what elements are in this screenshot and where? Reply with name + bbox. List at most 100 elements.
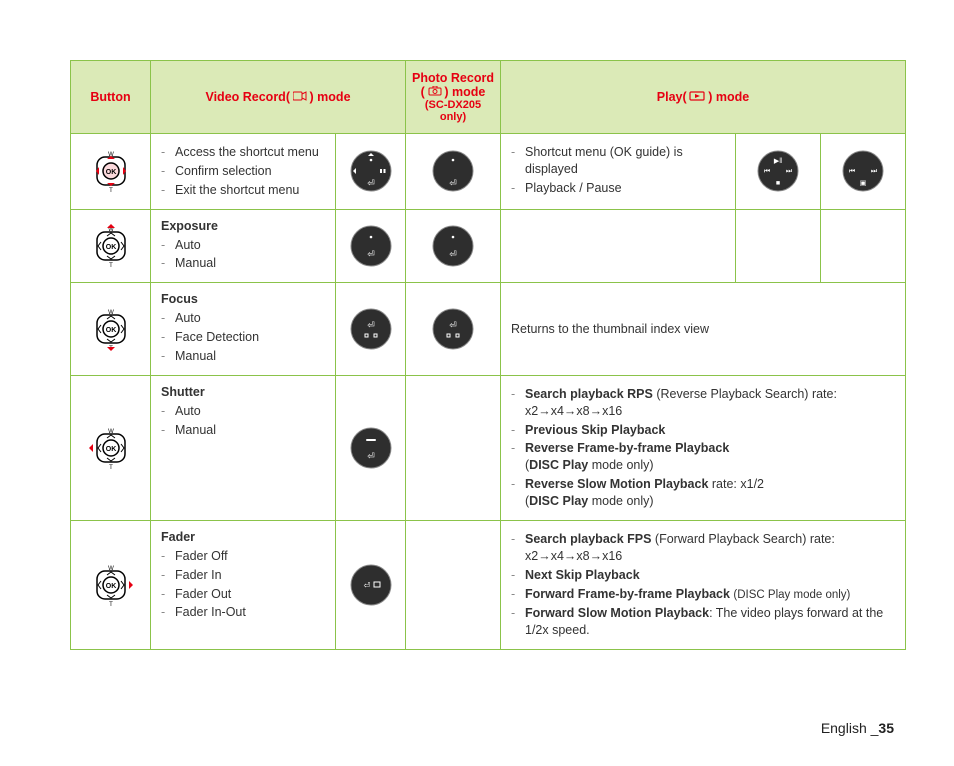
page-number: 35 [878,720,894,736]
list-item: Search playback FPS (Forward Playback Se… [511,531,895,565]
svg-text:⏎: ⏎ [367,451,375,461]
svg-text:W: W [108,566,114,572]
list-item: Fader Off [161,548,325,565]
row1-play-disc-a: ⏮ ⏭ ▶‖ ■ [736,134,821,210]
svg-text:⏎: ⏎ [449,320,457,330]
svg-text:⏎: ⏎ [449,249,457,259]
ok-button-all: W T OK [71,134,151,210]
ok-button-left: W T OK [71,375,151,520]
list-item: Exit the shortcut menu [161,182,325,199]
svg-text:⏎: ⏎ [367,320,375,330]
row3-play-text: Returns to the thumbnail index view [501,283,906,376]
row1-play-disc-b: ⏮ ⏭ ▣ [821,134,906,210]
list-item: Fader In [161,567,325,584]
row4-play-desc: Search playback RPS (Reverse Playback Se… [501,375,906,520]
list-item: Manual [161,255,325,272]
svg-text:⏭: ⏭ [786,168,793,175]
row3-photo-disc: ⏎ [406,283,501,376]
svg-text:■: ■ [776,180,780,187]
row-title: Shutter [161,385,205,399]
row4-photo-empty [406,375,501,520]
svg-text:▣: ▣ [860,180,867,187]
list-item: Confirm selection [161,163,325,180]
list-item: Access the shortcut menu [161,144,325,161]
list-item: Auto [161,310,325,327]
list-item: Face Detection [161,329,325,346]
svg-text:T: T [109,188,113,194]
row2-photo-disc: ⏎ [406,209,501,283]
row-title: Focus [161,292,198,306]
list-item: Auto [161,403,325,420]
list-item: Previous Skip Playback [511,422,895,439]
row3-desc: Focus Auto Face Detection Manual [151,283,336,376]
list-item: Search playback RPS (Reverse Playback Se… [511,386,895,420]
button-mode-table: Button Video Record( ) mode Photo Record… [70,60,906,650]
svg-text:⏎: ⏎ [363,581,370,590]
svg-text:⏮: ⏮ [849,168,855,175]
table-row: W T OK Shutter Auto Manual ⏎ [71,375,906,520]
row2-play-disc-a [736,209,821,283]
header-play-mode: Play( ) mode [501,61,906,134]
row-title: Fader [161,530,195,544]
table-row: WT OK Focus Auto Face Detection Manual ⏎ [71,283,906,376]
row5-video-disc: ⏎ [336,520,406,649]
header-photo-mode: Photo Record ( ) mode (SC-DX205 only) [406,61,501,134]
row1-play-desc: Shortcut menu (OK guide) is displayed Pl… [501,134,736,210]
svg-text:T: T [109,263,113,269]
video-camera-icon [290,93,310,104]
svg-text:OK: OK [105,583,116,590]
list-item: Playback / Pause [511,180,725,197]
table-row: W T OK Access the shortcut menu Con [71,134,906,210]
ok-button-right: WT OK [71,520,151,649]
header-video-mode: Video Record( ) mode [151,61,406,134]
svg-text:T: T [109,465,113,471]
list-item: Forward Slow Motion Playback: The video … [511,605,895,639]
row1-photo-disc: ⏎ [406,134,501,210]
table-header-row: Button Video Record( ) mode Photo Record… [71,61,906,134]
row2-play-disc-b [821,209,906,283]
page-footer: English _35 [821,720,894,736]
ok-button-down: WT OK [71,283,151,376]
svg-text:⏎: ⏎ [449,178,457,188]
table-row: WT OK Exposure AutoManual ⏎ ⏎ [71,209,906,283]
row4-video-disc: ⏎ [336,375,406,520]
camera-icon [425,88,445,99]
row-title: Exposure [161,219,218,233]
row2-video-disc: ⏎ [336,209,406,283]
list-item: Reverse Frame-by-frame Playback(DISC Pla… [511,440,895,474]
svg-text:⏮: ⏮ [764,168,770,175]
list-item: Forward Frame-by-frame Playback (DISC Pl… [511,586,895,604]
footer-language: English [821,720,871,736]
list-item: Next Skip Playback [511,567,895,584]
list-item: Manual [161,348,325,365]
list-item: Manual [161,422,325,439]
row3-video-disc: ⏎ [336,283,406,376]
svg-text:OK: OK [105,327,116,334]
header-button: Button [71,61,151,134]
svg-text:⏎: ⏎ [367,178,375,188]
row2-desc: Exposure AutoManual [151,209,336,283]
row5-play-desc: Search playback FPS (Forward Playback Se… [501,520,906,649]
svg-text:▶‖: ▶‖ [774,158,782,165]
row5-desc: Fader Fader Off Fader In Fader Out Fader… [151,520,336,649]
page-content: Button Video Record( ) mode Photo Record… [0,0,954,650]
row1-video-disc: ⏎ [336,134,406,210]
svg-text:⏎: ⏎ [367,249,375,259]
list-item: Reverse Slow Motion Playback rate: x1/2(… [511,476,895,510]
list-item: Fader In-Out [161,604,325,621]
list-item: Shortcut menu (OK guide) is displayed [511,144,725,178]
play-rect-icon [687,93,709,104]
row4-desc: Shutter Auto Manual [151,375,336,520]
svg-text:W: W [108,429,114,435]
svg-text:OK: OK [105,244,116,251]
svg-text:⏭: ⏭ [871,168,878,175]
row5-photo-empty [406,520,501,649]
table-row: WT OK Fader Fader Off Fader In Fader Out… [71,520,906,649]
row2-play-empty [501,209,736,283]
ok-button-up: WT OK [71,209,151,283]
list-item: Auto [161,237,325,254]
list-item: Fader Out [161,586,325,603]
svg-text:OK: OK [105,169,116,176]
row1-video-desc: Access the shortcut menu Confirm selecti… [151,134,336,210]
svg-text:OK: OK [105,446,116,453]
